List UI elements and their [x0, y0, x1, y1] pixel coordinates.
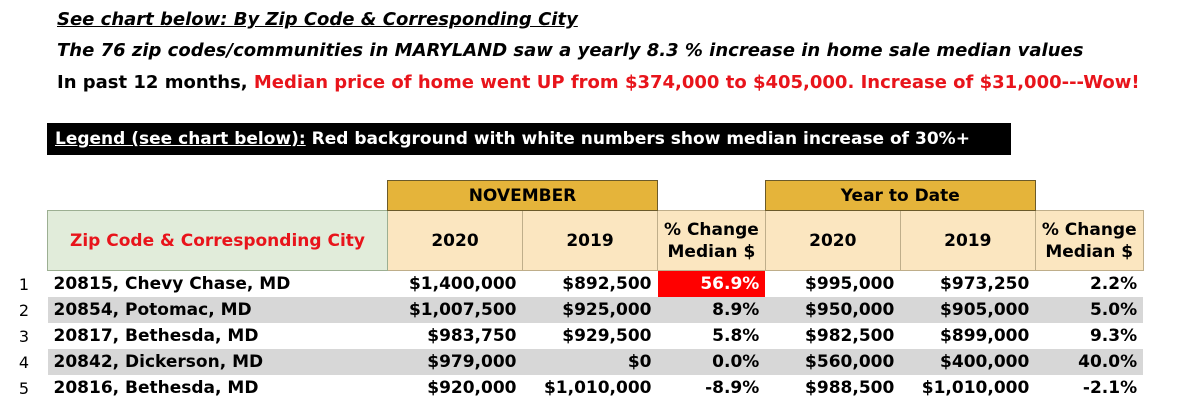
legend-text: Red background with white numbers show m… [305, 129, 970, 149]
intro-line-3-highlight: Median price of home went UP from $374,0… [253, 72, 1140, 93]
cell-ytd-2019: $973,250 [940, 273, 1030, 294]
cell-nov-pct: -8.9% [705, 377, 760, 398]
cell-nov-2020: $979,000 [387, 348, 523, 375]
header-city: Zip Code & Corresponding City [47, 210, 388, 271]
header-ytd-2020: 2020 [764, 210, 901, 271]
group-header-november: NOVEMBER [387, 180, 658, 211]
cell-ytd-2020: $995,000 [805, 273, 895, 294]
cell-nov-2019: $0 [522, 348, 658, 375]
row-number: 4 [18, 353, 30, 372]
row-number: 1 [18, 275, 30, 294]
cell-ytd-pct: 40.0% [1035, 348, 1144, 375]
cell-nov-2020: $983,750 [427, 325, 517, 346]
intro-line-1: See chart below: By Zip Code & Correspon… [57, 9, 578, 30]
cell-ytd-2019: $905,000 [900, 296, 1036, 323]
cell-nov-2020: $1,007,500 [387, 296, 523, 323]
intro-line-3: In past 12 months, Median price of home … [57, 72, 1140, 93]
table-group-header-row: NOVEMBER Year to Date [47, 180, 1144, 211]
cell-nov-2019: $1,010,000 [543, 377, 652, 398]
header-nov-2019: 2019 [522, 210, 658, 271]
cell-city: 20842, Dickerson, MD [47, 348, 388, 375]
table-row: 20815, Chevy Chase, MD $1,400,000 $892,5… [48, 270, 1144, 297]
cell-nov-pct: 5.8% [712, 325, 760, 346]
cell-nov-2020: $1,400,000 [408, 273, 517, 294]
table-row: 20854, Potomac, MD $1,007,500 $925,000 8… [47, 296, 1144, 323]
cell-nov-2020: $920,000 [427, 377, 517, 398]
intro-line-3-prefix: In past 12 months, [57, 72, 254, 93]
cell-nov-pct-highlight: 56.9% [657, 270, 766, 297]
cell-ytd-pct: -2.1% [1082, 377, 1138, 398]
legend-bar: Legend (see chart below): Red background… [47, 123, 1011, 155]
table-row: 20842, Dickerson, MD $979,000 $0 0.0% $5… [47, 348, 1144, 375]
row-number: 2 [18, 301, 30, 320]
table-row: 20816, Bethesda, MD $920,000 $1,010,000 … [48, 375, 1144, 401]
table-header-row: Zip Code & Corresponding City 2020 2019 … [47, 210, 1144, 271]
table-row: 20817, Bethesda, MD $983,750 $929,500 5.… [48, 323, 1144, 349]
cell-city: 20854, Potomac, MD [47, 296, 388, 323]
cell-nov-2019: $929,500 [562, 325, 652, 346]
cell-nov-2019: $892,500 [562, 273, 652, 294]
cell-ytd-2019: $1,010,000 [921, 377, 1030, 398]
cell-ytd-2019: $400,000 [900, 348, 1036, 375]
zip-median-table: NOVEMBER Year to Date Zip Code & Corresp… [47, 180, 1144, 401]
header-nov-2020: 2020 [387, 210, 523, 271]
cell-ytd-2020: $560,000 [765, 348, 901, 375]
cell-ytd-pct: 2.2% [1089, 273, 1138, 294]
cell-city: 20816, Bethesda, MD [53, 377, 259, 398]
header-ytd-pct: % Change Median $ [1034, 210, 1144, 271]
cell-nov-2019: $925,000 [522, 296, 658, 323]
cell-ytd-2019: $899,000 [940, 325, 1030, 346]
row-number: 3 [18, 327, 30, 346]
header-ytd-2019: 2019 [899, 210, 1036, 271]
cell-city: 20815, Chevy Chase, MD [53, 273, 291, 294]
header-nov-pct: % Change Median $ [657, 210, 766, 271]
row-number: 5 [18, 379, 30, 398]
cell-ytd-2020: $982,500 [805, 325, 895, 346]
cell-ytd-2020: $988,500 [805, 377, 895, 398]
intro-line-2: The 76 zip codes/communities in MARYLAND… [57, 40, 1084, 61]
cell-city: 20817, Bethesda, MD [53, 325, 259, 346]
cell-nov-pct: 8.9% [657, 296, 766, 323]
cell-nov-pct: 0.0% [657, 348, 766, 375]
cell-ytd-2020: $950,000 [765, 296, 901, 323]
cell-ytd-pct: 5.0% [1035, 296, 1144, 323]
legend-label: Legend (see chart below): [55, 129, 306, 149]
cell-ytd-pct: 9.3% [1089, 325, 1138, 346]
group-header-ytd: Year to Date [764, 180, 1036, 211]
